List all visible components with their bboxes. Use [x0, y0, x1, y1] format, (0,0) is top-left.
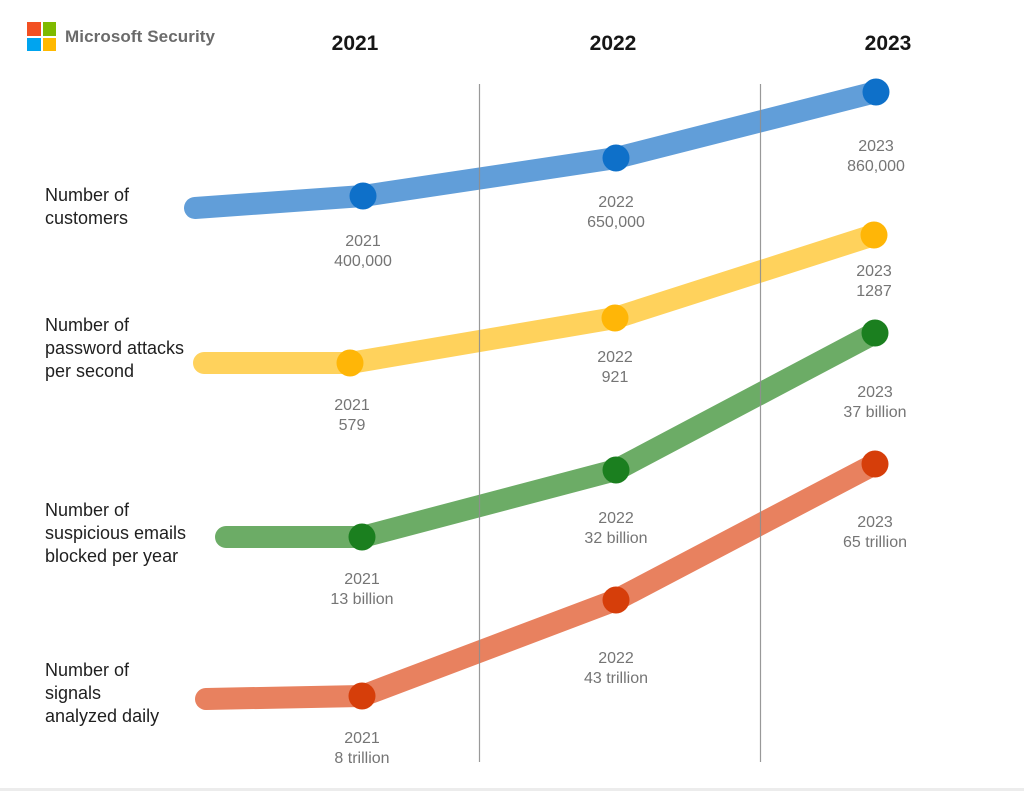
- point-year: 2021: [334, 397, 370, 414]
- point-label-password-attacks-2022: 2022 921: [597, 348, 633, 388]
- dot-password-attacks-2021: [336, 349, 364, 377]
- point-label-suspicious-emails-2023: 2023 37 billion: [843, 383, 906, 423]
- point-label-password-attacks-2021: 2021 579: [334, 396, 370, 436]
- point-value: 1287: [856, 283, 892, 300]
- logo-square-blue: [27, 37, 41, 51]
- point-year: 2023: [857, 514, 893, 531]
- point-year: 2022: [598, 510, 634, 527]
- point-label-customers-2023: 2023 860,000: [847, 137, 905, 177]
- dot-suspicious-emails-2021: [348, 523, 376, 551]
- point-year: 2022: [598, 650, 634, 667]
- year-header-2023: 2023: [864, 32, 912, 55]
- point-label-signals-2021: 2021 8 trillion: [334, 729, 389, 769]
- series-label-line: suspicious emails: [45, 523, 187, 543]
- point-year: 2023: [857, 384, 893, 401]
- dot-customers-2023: [862, 78, 890, 106]
- point-year: 2021: [344, 730, 380, 747]
- series-band-suspicious-emails: [215, 322, 886, 548]
- logo-square-green: [42, 22, 56, 36]
- year-header-2021: 2021: [331, 32, 379, 55]
- logo-square-red: [27, 22, 41, 36]
- point-value: 579: [338, 417, 366, 434]
- year-header-2022: 2022: [589, 32, 637, 55]
- series-label-line: Number of: [45, 185, 130, 205]
- point-value: 650,000: [587, 214, 645, 231]
- series-label-line: blocked per year: [45, 546, 179, 566]
- series-label-line: Number of: [45, 315, 130, 335]
- series-label-line: analyzed daily: [45, 706, 160, 726]
- dot-signals-2022: [602, 586, 630, 614]
- dot-customers-2021: [349, 182, 377, 210]
- point-year: 2022: [598, 194, 634, 211]
- point-label-password-attacks-2023: 2023 1287: [856, 262, 892, 302]
- dot-customers-2022: [602, 144, 630, 172]
- point-value: 43 trillion: [583, 670, 649, 687]
- point-value: 32 billion: [584, 530, 648, 547]
- series-label-line: Number of: [45, 660, 130, 680]
- point-label-customers-2021: 2021 400,000: [334, 232, 392, 272]
- bottom-border: [0, 788, 1024, 791]
- series-label-customers: Number of customers: [45, 184, 129, 230]
- point-value: 37 billion: [843, 404, 907, 421]
- point-value: 13 billion: [330, 591, 394, 608]
- series-band-customers: [184, 81, 887, 219]
- point-year: 2021: [345, 233, 381, 250]
- point-label-signals-2022: 2022 43 trillion: [584, 649, 648, 689]
- series-label-line: signals: [45, 683, 102, 703]
- series-band-signals: [195, 453, 886, 710]
- dot-signals-2021: [348, 682, 376, 710]
- point-value: 8 trillion: [334, 750, 390, 767]
- dot-password-attacks-2022: [601, 304, 629, 332]
- point-year: 2022: [597, 349, 633, 366]
- dot-signals-2023: [861, 450, 889, 478]
- series-label-password-attacks: Number of password attacks per second: [45, 314, 184, 383]
- point-label-suspicious-emails-2022: 2022 32 billion: [584, 509, 647, 549]
- logo-square-yellow: [42, 37, 56, 51]
- point-year: 2023: [858, 138, 894, 155]
- series-label-line: Number of: [45, 500, 130, 520]
- dot-suspicious-emails-2023: [861, 319, 889, 347]
- point-year: 2021: [344, 571, 380, 588]
- point-value: 921: [601, 369, 629, 386]
- series-label-line: password attacks: [45, 338, 185, 358]
- dot-suspicious-emails-2022: [602, 456, 630, 484]
- point-label-suspicious-emails-2021: 2021 13 billion: [330, 570, 393, 610]
- microsoft-logo-icon: [27, 22, 56, 51]
- series-label-signals: Number of signals analyzed daily: [45, 659, 159, 728]
- series-label-line: per second: [45, 361, 135, 381]
- series-label-line: customers: [45, 208, 129, 228]
- point-value: 65 trillion: [842, 534, 908, 551]
- point-value: 400,000: [334, 253, 392, 270]
- point-label-signals-2023: 2023 65 trillion: [843, 513, 907, 553]
- brand-name: Microsoft Security: [65, 26, 216, 46]
- point-year: 2023: [856, 263, 892, 280]
- point-value: 860,000: [847, 158, 905, 175]
- series-label-suspicious-emails: Number of suspicious emails blocked per …: [45, 499, 186, 568]
- brand-header: Microsoft Security: [27, 22, 215, 51]
- point-label-customers-2022: 2022 650,000: [587, 193, 645, 233]
- series-band-password-attacks: [193, 224, 885, 374]
- dot-password-attacks-2023: [860, 221, 888, 249]
